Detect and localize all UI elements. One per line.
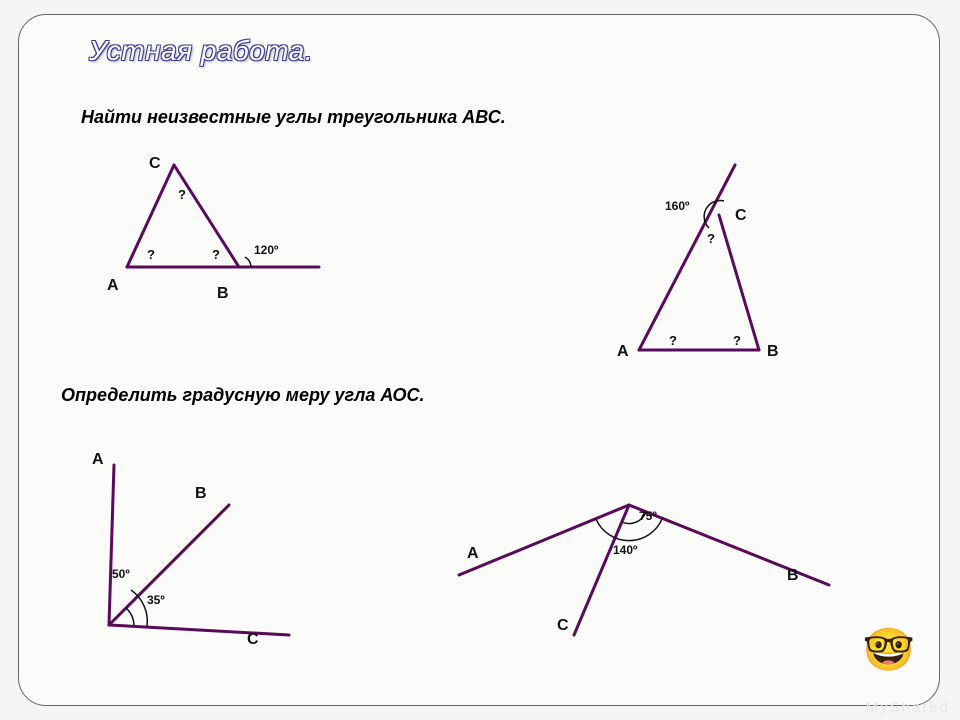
watermark: MyShared	[866, 699, 950, 716]
a2-ang-cob: 75º	[639, 509, 657, 523]
a2-label-c: С	[557, 617, 569, 635]
angle2-svg	[19, 15, 939, 715]
a2-label-b: В	[787, 567, 799, 585]
a2-label-a: А	[467, 545, 479, 563]
slide-frame: Устная работа. Найти неизвестные углы тр…	[18, 14, 940, 706]
mascot-icon: 🤓	[863, 626, 915, 675]
a2-ang-aob: 140º	[613, 543, 637, 557]
